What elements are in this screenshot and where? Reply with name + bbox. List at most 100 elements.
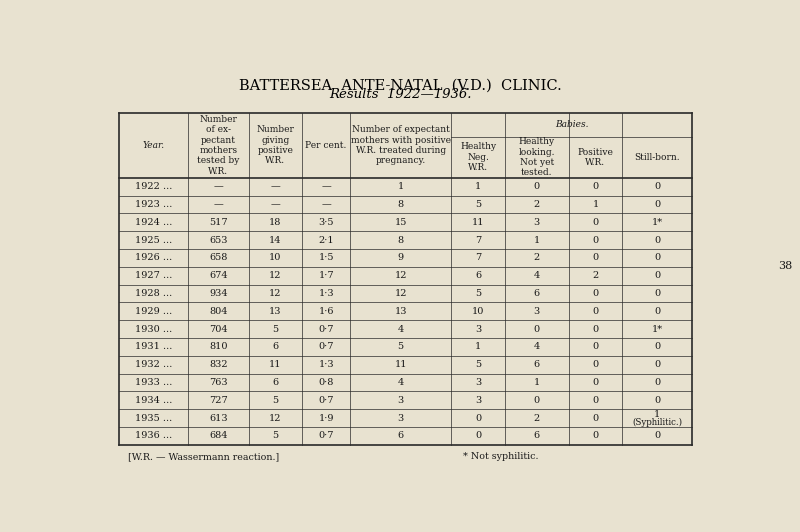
Text: 1·3: 1·3 [318, 360, 334, 369]
Text: 1922 ...: 1922 ... [134, 182, 172, 191]
Text: 1: 1 [475, 182, 482, 191]
Text: 1933 ...: 1933 ... [134, 378, 172, 387]
Text: 3: 3 [534, 218, 540, 227]
Text: 1: 1 [592, 200, 598, 209]
Text: 0: 0 [592, 431, 598, 440]
Text: 12: 12 [269, 289, 282, 298]
Text: 810: 810 [209, 343, 228, 351]
Text: 4: 4 [398, 325, 404, 334]
Text: 1925 ...: 1925 ... [135, 236, 172, 245]
Text: 2: 2 [534, 200, 540, 209]
Text: 832: 832 [209, 360, 228, 369]
Text: 7: 7 [475, 236, 482, 245]
Text: Per cent.: Per cent. [306, 141, 347, 150]
Text: 2·1: 2·1 [318, 236, 334, 245]
Text: 14: 14 [269, 236, 282, 245]
Text: 653: 653 [209, 236, 228, 245]
Text: 1: 1 [398, 182, 404, 191]
Text: 11: 11 [394, 360, 407, 369]
Text: 1934 ...: 1934 ... [134, 396, 172, 405]
Text: 5: 5 [272, 431, 278, 440]
Text: 5: 5 [475, 289, 482, 298]
Text: 0·7: 0·7 [318, 396, 334, 405]
Text: Healthy
looking.
Not yet
tested.: Healthy looking. Not yet tested. [518, 137, 555, 177]
Text: 3: 3 [398, 396, 404, 405]
Text: 0: 0 [654, 307, 660, 316]
Text: 8: 8 [398, 236, 404, 245]
Text: 0·7: 0·7 [318, 431, 334, 440]
Text: 0: 0 [592, 182, 598, 191]
Text: 4: 4 [398, 378, 404, 387]
Text: 0: 0 [654, 289, 660, 298]
Text: 0: 0 [654, 200, 660, 209]
Text: 0: 0 [592, 325, 598, 334]
Text: 0: 0 [592, 343, 598, 351]
Text: —: — [322, 200, 331, 209]
Text: —: — [322, 182, 331, 191]
Text: 1*: 1* [652, 325, 663, 334]
Text: (Syphilitic.): (Syphilitic.) [632, 418, 682, 427]
Text: 0: 0 [592, 236, 598, 245]
Text: 11: 11 [269, 360, 282, 369]
Text: 3: 3 [475, 325, 482, 334]
Text: 2: 2 [534, 253, 540, 262]
Text: 1932 ...: 1932 ... [134, 360, 172, 369]
Text: 0: 0 [654, 343, 660, 351]
Text: Still-born.: Still-born. [634, 153, 680, 162]
Text: 0: 0 [654, 360, 660, 369]
Text: 2: 2 [534, 413, 540, 422]
Text: 763: 763 [209, 378, 228, 387]
Text: 13: 13 [394, 307, 407, 316]
Text: 5: 5 [272, 396, 278, 405]
Text: 1·3: 1·3 [318, 289, 334, 298]
Text: 3·5: 3·5 [318, 218, 334, 227]
Text: 0: 0 [475, 413, 482, 422]
Text: Year.: Year. [142, 141, 165, 150]
Text: Number
giving
positive
W.R.: Number giving positive W.R. [257, 125, 294, 165]
Text: 1927 ...: 1927 ... [134, 271, 172, 280]
Text: 3: 3 [398, 413, 404, 422]
Text: 1*: 1* [652, 218, 663, 227]
Text: 727: 727 [209, 396, 228, 405]
Text: Babies.: Babies. [555, 120, 589, 129]
Text: 6: 6 [272, 343, 278, 351]
Text: —: — [270, 182, 280, 191]
Text: 18: 18 [270, 218, 282, 227]
Text: 804: 804 [209, 307, 228, 316]
Text: 6: 6 [534, 289, 540, 298]
Text: 2: 2 [592, 271, 598, 280]
Text: 1·5: 1·5 [318, 253, 334, 262]
Text: 0: 0 [654, 431, 660, 440]
Text: 9: 9 [398, 253, 404, 262]
Text: 674: 674 [209, 271, 228, 280]
Text: 0·7: 0·7 [318, 343, 334, 351]
Text: 8: 8 [398, 200, 404, 209]
Text: 1929 ...: 1929 ... [135, 307, 172, 316]
Text: 3: 3 [534, 307, 540, 316]
Text: 13: 13 [269, 307, 282, 316]
Text: 934: 934 [209, 289, 228, 298]
Text: 0·8: 0·8 [318, 378, 334, 387]
Text: 4: 4 [534, 271, 540, 280]
Text: 0·7: 0·7 [318, 325, 334, 334]
Text: 0: 0 [534, 325, 540, 334]
Text: 38: 38 [778, 261, 793, 271]
Text: 1931 ...: 1931 ... [134, 343, 172, 351]
Text: 0: 0 [654, 182, 660, 191]
Text: 5: 5 [475, 360, 482, 369]
Text: 0: 0 [592, 218, 598, 227]
Text: 517: 517 [209, 218, 228, 227]
Text: 1·6: 1·6 [318, 307, 334, 316]
Text: 7: 7 [475, 253, 482, 262]
Text: —: — [214, 182, 223, 191]
Text: BATTERSEA  ANTE-NATAL  (V.D.)  CLINIC.: BATTERSEA ANTE-NATAL (V.D.) CLINIC. [239, 78, 562, 92]
Text: 1: 1 [534, 236, 540, 245]
Text: 1: 1 [475, 343, 482, 351]
Text: 0: 0 [592, 396, 598, 405]
Text: 0: 0 [654, 271, 660, 280]
Text: 1936 ...: 1936 ... [135, 431, 172, 440]
Text: Number
of ex-
pectant
mothers
tested by
W.R.: Number of ex- pectant mothers tested by … [198, 115, 239, 176]
Text: 1: 1 [534, 378, 540, 387]
Text: 1926 ...: 1926 ... [135, 253, 172, 262]
Text: 3: 3 [475, 396, 482, 405]
